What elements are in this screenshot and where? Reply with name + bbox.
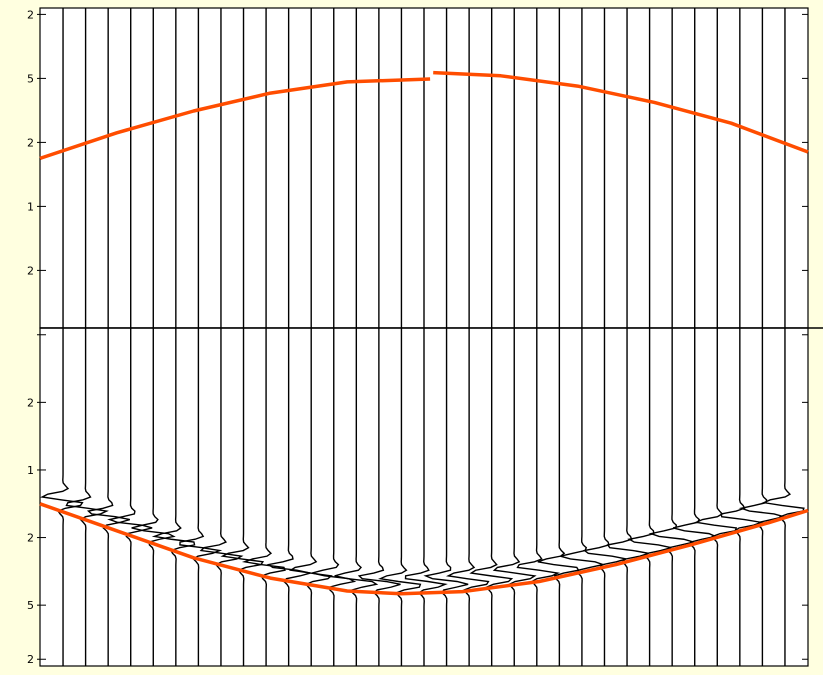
seismic-trace <box>241 328 286 666</box>
y-tick-label: 2 <box>27 653 34 666</box>
seismic-trace <box>720 328 764 666</box>
seismic-trace <box>151 328 196 666</box>
seismic-trace <box>560 328 606 666</box>
seismic-trace <box>606 328 649 666</box>
seismic-trace <box>107 328 153 666</box>
pick-curve <box>39 77 431 161</box>
seismic-trace <box>288 328 333 666</box>
y-tick-label: 5 <box>27 599 34 612</box>
seismic-trace <box>357 328 401 666</box>
seismic-trace <box>220 328 265 666</box>
seismic-trace <box>423 328 469 666</box>
seismic-trace <box>86 328 130 666</box>
seismic-trace <box>693 328 738 666</box>
y-tick-label: 2 <box>27 8 34 21</box>
seismic-trace <box>266 328 311 666</box>
seismic-trace <box>179 328 223 666</box>
lower-panel: 2 1 2 5 2 <box>27 327 809 667</box>
seismic-trace <box>65 328 109 666</box>
y-tick-label: 2 <box>27 396 34 409</box>
pick-curve <box>39 502 809 596</box>
seismic-trace <box>672 328 718 666</box>
seismic-trace <box>404 328 448 666</box>
y-tick-label: 5 <box>27 72 34 85</box>
seismic-trace <box>199 328 244 666</box>
y-tick-label: 2 <box>27 136 34 149</box>
y-tick-label: 1 <box>27 200 34 213</box>
seismic-trace <box>492 328 537 666</box>
seismic-trace <box>445 328 490 666</box>
seismic-trace <box>39 328 84 666</box>
seismic-trace <box>469 328 514 666</box>
seismic-trace <box>761 328 805 666</box>
y-tick-label: 1 <box>27 464 34 477</box>
seismic-trace <box>131 328 176 666</box>
seismic-trace <box>648 328 694 666</box>
y-tick-label: 2 <box>27 532 34 545</box>
seismic-trace <box>334 328 379 666</box>
seismic-trace <box>627 328 672 666</box>
seismic-trace <box>377 328 422 666</box>
upper-panel: 2 5 2 1 2 <box>27 7 809 329</box>
seismic-trace <box>311 328 357 666</box>
y-tick-label: 2 <box>27 264 34 277</box>
seismic-trace <box>537 328 580 666</box>
seismic-trace <box>582 328 627 666</box>
pick-curve <box>433 70 809 154</box>
seismic-trace <box>738 328 787 666</box>
seismic-trace <box>516 328 560 666</box>
